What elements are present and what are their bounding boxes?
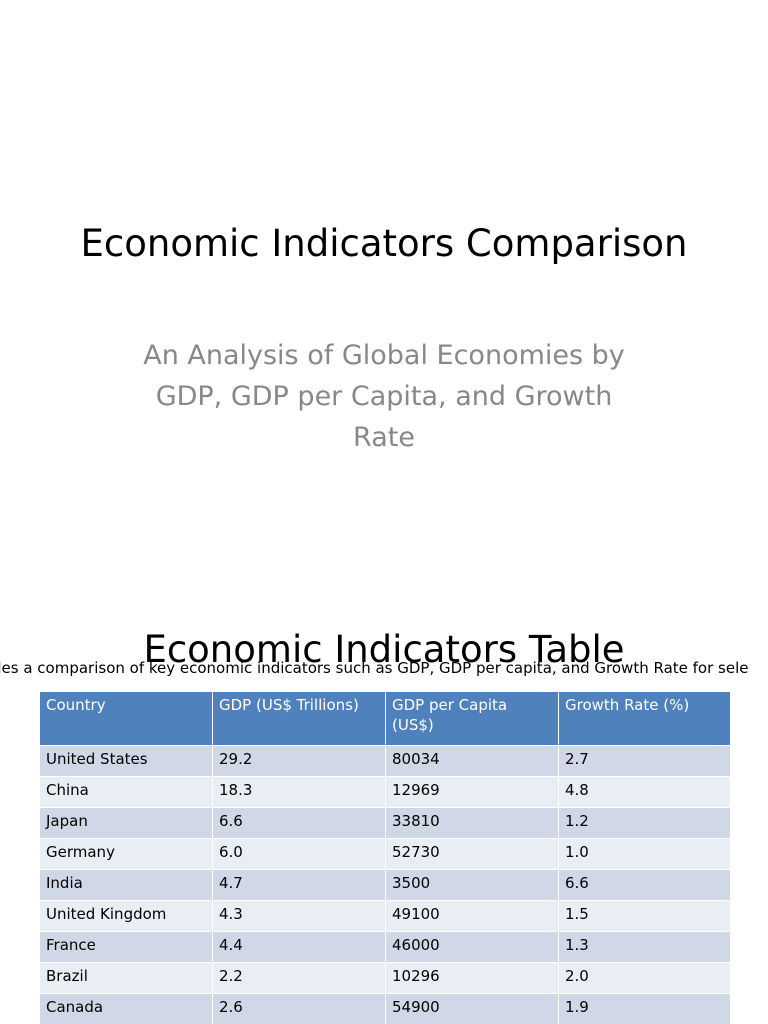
header-cell: Growth Rate (%) <box>558 691 731 746</box>
table-row: United States 29.2 80034 2.7 <box>39 745 731 777</box>
table-cell: Germany <box>39 838 213 870</box>
title-slide: Economic Indicators Comparison An Analys… <box>80 222 688 453</box>
table-cell: 49100 <box>385 900 559 932</box>
table-cell: Canada <box>39 993 213 1024</box>
table-cell: 1.3 <box>558 931 731 963</box>
table-row: China 18.3 12969 4.8 <box>39 776 731 808</box>
table-row: Germany 6.0 52730 1.0 <box>39 838 731 870</box>
table-cell: 6.6 <box>212 807 386 839</box>
table-cell: 54900 <box>385 993 559 1024</box>
table-cell: 4.7 <box>212 869 386 901</box>
table-cell: 33810 <box>385 807 559 839</box>
table-cell: 3500 <box>385 869 559 901</box>
table-row: United Kingdom 4.3 49100 1.5 <box>39 900 731 932</box>
table-cell: 2.2 <box>212 962 386 994</box>
table-row: France 4.4 46000 1.3 <box>39 931 731 963</box>
table-cell: 2.0 <box>558 962 731 994</box>
table-cell: 6.0 <box>212 838 386 870</box>
table-cell: Japan <box>39 807 213 839</box>
header-cell: GDP (US$ Trillions) <box>212 691 386 746</box>
table-row: Brazil 2.2 10296 2.0 <box>39 962 731 994</box>
table-cell: 46000 <box>385 931 559 963</box>
table-cell: United Kingdom <box>39 900 213 932</box>
table-row: India 4.7 3500 6.6 <box>39 869 731 901</box>
table-cell: 80034 <box>385 745 559 777</box>
economic-indicators-table: Country GDP (US$ Trillions) GDP per Capi… <box>39 691 731 1024</box>
table-cell: 29.2 <box>212 745 386 777</box>
table-cell: 6.6 <box>558 869 731 901</box>
table-cell: United States <box>39 745 213 777</box>
table-row: Japan 6.6 33810 1.2 <box>39 807 731 839</box>
table-cell: 2.6 <box>212 993 386 1024</box>
table-row: Canada 2.6 54900 1.9 <box>39 993 731 1024</box>
table-cell: 12969 <box>385 776 559 808</box>
table-cell: 18.3 <box>212 776 386 808</box>
table-cell: 1.0 <box>558 838 731 870</box>
table-cell: 2.7 <box>558 745 731 777</box>
table-header-row: Country GDP (US$ Trillions) GDP per Capi… <box>39 691 731 746</box>
table-cell: 1.9 <box>558 993 731 1024</box>
table-cell: Brazil <box>39 962 213 994</box>
table-cell: 1.5 <box>558 900 731 932</box>
table-description: des a comparison of key economic indicat… <box>0 659 749 677</box>
table-cell: 4.4 <box>212 931 386 963</box>
table-cell: 4.8 <box>558 776 731 808</box>
header-cell: Country <box>39 691 213 746</box>
table-slide-title: Economic Indicators Table <box>143 628 625 671</box>
slide-subtitle: An Analysis of Global Economies by GDP, … <box>143 340 625 453</box>
table-cell: China <box>39 776 213 808</box>
table-slide: Economic Indicators Table des a comparis… <box>0 576 768 1024</box>
table-cell: France <box>39 931 213 963</box>
table-cell: 1.2 <box>558 807 731 839</box>
table-cell: 10296 <box>385 962 559 994</box>
table-cell: India <box>39 869 213 901</box>
header-cell: GDP per Capita (US$) <box>385 691 559 746</box>
slide-title: Economic Indicators Comparison <box>80 222 688 265</box>
table-cell: 4.3 <box>212 900 386 932</box>
table-cell: 52730 <box>385 838 559 870</box>
